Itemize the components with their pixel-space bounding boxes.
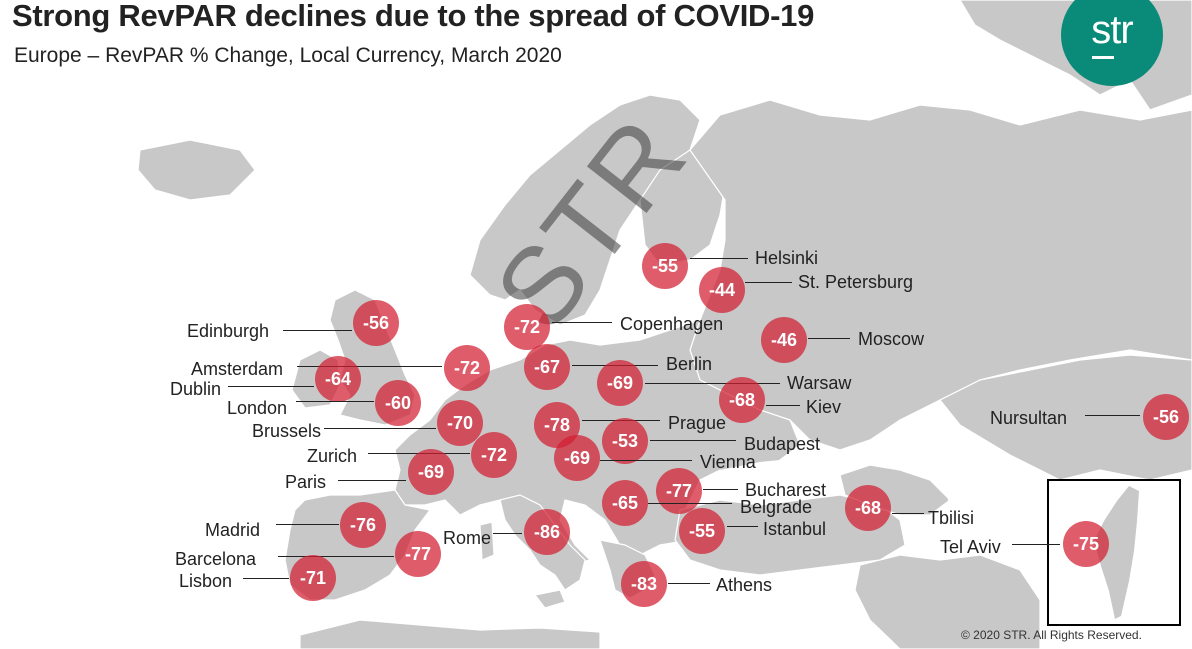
value-bubble-london: -60: [375, 380, 421, 426]
value-bubble-moscow: -46: [761, 317, 807, 363]
city-label-lisbon: Lisbon: [179, 571, 233, 591]
city-label-moscow: Moscow: [858, 329, 925, 349]
city-label-berlin: Berlin: [666, 354, 713, 374]
city-label-helsinki: Helsinki: [755, 248, 819, 268]
leader-line-athens: [668, 583, 710, 584]
city-label-vienna: Vienna: [700, 452, 756, 472]
value-bubble-dublin: -64: [315, 356, 361, 402]
city-label-st-petersburg: St. Petersburg: [798, 272, 914, 292]
city-label-amsterdam: Amsterdam: [191, 359, 284, 379]
value-bubble-berlin: -67: [524, 344, 570, 390]
caspian-sea: [945, 435, 975, 510]
value-bubble-barcelona: -77: [395, 531, 441, 577]
value-bubble-rome: -86: [524, 509, 570, 555]
city-label-edinburgh: Edinburgh: [187, 321, 270, 341]
value-bubble-brussels: -70: [437, 400, 483, 446]
value-bubble-st-petersburg: -44: [699, 267, 745, 313]
value-bubble-madrid: -76: [340, 502, 386, 548]
value-bubble-tel-aviv: -75: [1063, 521, 1109, 567]
leader-line-istanbul: [727, 526, 758, 527]
leader-line-tbilisi: [892, 513, 924, 514]
leader-line-copenhagen: [552, 322, 612, 323]
city-label-belgrade: Belgrade: [740, 497, 813, 517]
value-bubble-zurich: -72: [471, 432, 517, 478]
value-bubble-bucharest: -77: [656, 468, 702, 514]
city-label-tel-aviv: Tel Aviv: [940, 537, 1001, 557]
leader-line-nursultan: [1085, 415, 1140, 416]
value-bubble-helsinki: -55: [642, 243, 688, 289]
city-label-kiev: Kiev: [806, 397, 842, 417]
city-label-prague: Prague: [668, 413, 727, 433]
sardinia: [479, 521, 495, 561]
value-bubble-warsaw: -69: [597, 360, 643, 406]
city-label-rome: Rome: [443, 528, 492, 548]
leader-line-dublin: [228, 386, 314, 387]
leader-line-lisbon: [243, 578, 289, 579]
value-bubble-lisbon: -71: [290, 555, 336, 601]
value-bubble-nursultan: -56: [1143, 394, 1189, 440]
leader-line-bucharest: [703, 489, 738, 490]
city-label-athens: Athens: [716, 575, 773, 595]
leader-line-london: [296, 401, 374, 402]
city-label-istanbul: Istanbul: [763, 519, 827, 539]
value-bubble-edinburgh: -56: [353, 300, 399, 346]
city-label-dublin: Dublin: [170, 379, 222, 399]
city-label-paris: Paris: [285, 472, 327, 492]
city-label-barcelona: Barcelona: [175, 549, 257, 569]
value-bubble-athens: -83: [621, 561, 667, 607]
str-logo-text: str: [1091, 8, 1133, 52]
value-bubble-copenhagen: -72: [504, 304, 550, 350]
page-title: Strong RevPAR declines due to the spread…: [12, 0, 815, 33]
page-subtitle: Europe – RevPAR % Change, Local Currency…: [14, 44, 562, 67]
str-logo: [1061, 0, 1163, 86]
city-label-bucharest: Bucharest: [745, 480, 827, 500]
city-label-warsaw: Warsaw: [787, 373, 852, 393]
leader-line-brussels: [324, 428, 436, 429]
leader-line-amsterdam: [297, 366, 442, 367]
leader-line-helsinki: [690, 258, 748, 259]
str-logo-underline: [1092, 56, 1114, 59]
leader-line-rome: [493, 533, 522, 534]
leader-line-belgrade: [648, 503, 732, 504]
leader-line-st-petersburg: [745, 282, 792, 283]
leader-line-madrid: [276, 524, 339, 525]
city-label-london: London: [227, 398, 288, 418]
value-bubble-istanbul: -55: [679, 508, 725, 554]
north-africa: [299, 619, 601, 649]
land-masses: [137, 0, 1192, 649]
leader-line-edinburgh: [283, 330, 352, 331]
city-label-copenhagen: Copenhagen: [620, 314, 724, 334]
value-bubble-paris: -69: [408, 449, 454, 495]
value-bubble-vienna: -69: [554, 435, 600, 481]
value-bubble-kiev: -68: [719, 377, 765, 423]
city-label-zurich: Zurich: [307, 446, 358, 466]
value-bubble-amsterdam: -72: [444, 345, 490, 391]
leader-line-barcelona: [278, 556, 394, 557]
leader-line-budapest: [650, 440, 736, 441]
copyright-notice: © 2020 STR. All Rights Reserved.: [961, 628, 1142, 642]
baltic-sea: [605, 260, 650, 325]
middle-east: [854, 554, 1041, 649]
leader-line-kiev: [766, 405, 800, 406]
city-label-budapest: Budapest: [744, 434, 821, 454]
leader-line-tel-aviv: [1012, 544, 1060, 545]
city-label-tbilisi: Tbilisi: [928, 508, 975, 528]
leader-line-vienna: [600, 460, 692, 461]
leader-line-paris: [338, 480, 406, 481]
leader-line-moscow: [808, 338, 850, 339]
value-bubble-tbilisi: -68: [845, 485, 891, 531]
value-bubble-budapest: -53: [602, 418, 648, 464]
value-bubble-belgrade: -65: [602, 480, 648, 526]
city-label-nursultan: Nursultan: [990, 408, 1068, 428]
iceland: [137, 139, 256, 201]
black-sea: [715, 458, 840, 500]
israel-inset-shape: [1094, 486, 1139, 619]
city-label-brussels: Brussels: [252, 421, 322, 441]
city-label-madrid: Madrid: [205, 520, 261, 540]
sicily: [533, 589, 566, 609]
leader-line-warsaw: [645, 383, 780, 384]
